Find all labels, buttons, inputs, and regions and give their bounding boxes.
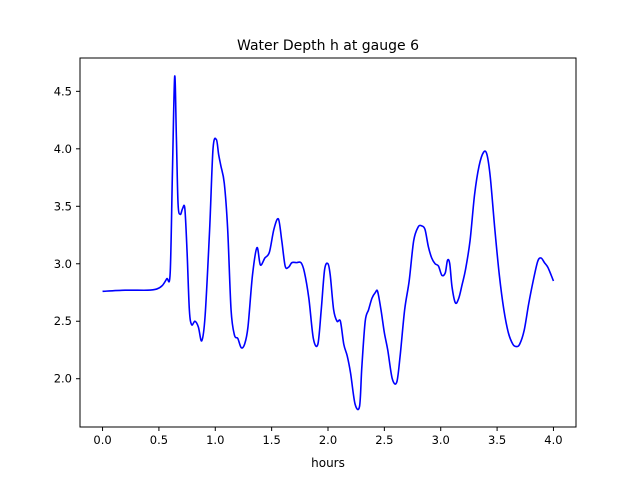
x-tick-label: 0.0 [93,433,111,447]
y-axis: 2.0 2.5 3.0 3.5 4.0 4.5 [54,84,80,386]
series-line-0 [102,75,555,411]
chart-title: Water Depth h at gauge 6 [237,38,419,54]
x-tick-label: 1.5 [262,433,280,447]
x-tick-label: 0.5 [150,433,168,447]
y-tick-label: 2.5 [54,314,72,328]
x-tick-label: 2.5 [375,433,393,447]
plot-area [102,75,555,411]
plot-frame [79,57,577,428]
x-tick-label: 2.0 [319,433,337,447]
y-tick-label: 2.0 [54,372,72,386]
x-tick-label: 1.0 [206,433,224,447]
y-tick-label: 4.5 [54,84,72,98]
x-tick-label: 3.0 [432,433,450,447]
x-axis-label: hours [311,456,345,470]
y-tick-label: 4.0 [54,142,72,156]
x-axis: 0.0 0.5 1.0 1.5 2.0 2.5 3.0 3.5 4.0 [93,427,563,447]
x-tick-label: 4.0 [544,433,562,447]
y-tick-label: 3.0 [54,257,72,271]
x-tick-label: 3.5 [488,433,506,447]
y-tick-label: 3.5 [54,199,72,213]
